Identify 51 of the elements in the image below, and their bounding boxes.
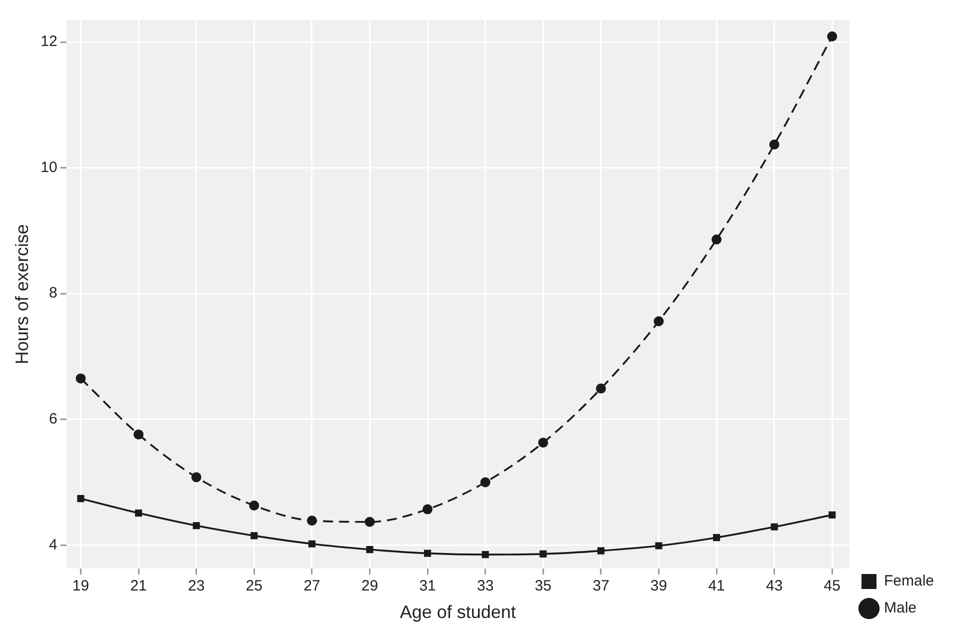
legend-label: Female — [884, 572, 934, 590]
point — [306, 516, 317, 526]
point — [540, 550, 547, 558]
point — [596, 384, 606, 394]
point — [654, 316, 664, 326]
point — [249, 500, 260, 511]
point — [191, 472, 202, 482]
point — [482, 551, 489, 558]
legend-label: Male — [884, 600, 916, 617]
x-tick-label: 39 — [650, 578, 668, 595]
point — [134, 429, 144, 440]
x-tick-label: 37 — [592, 578, 610, 595]
x-tick-label: 27 — [304, 578, 320, 595]
y-tick-label: 6 — [48, 410, 58, 428]
x-tick-label: 45 — [824, 578, 840, 595]
x-tick-label: 29 — [361, 578, 378, 595]
point — [76, 373, 86, 384]
point — [250, 532, 258, 540]
point — [827, 31, 838, 42]
point — [192, 522, 200, 530]
x-tick-label: 43 — [766, 578, 783, 595]
y-axis-title: Hours of exercise — [12, 224, 32, 364]
x-axis-title: Age of student — [400, 602, 516, 622]
x-tick-label: 35 — [534, 578, 552, 595]
point — [422, 504, 433, 514]
point — [424, 550, 432, 557]
point — [769, 140, 780, 150]
y-tick-label: 4 — [48, 536, 58, 554]
point — [480, 477, 490, 488]
point — [364, 516, 375, 527]
x-tick-label: 31 — [419, 578, 436, 595]
point — [770, 523, 778, 530]
point — [538, 438, 548, 448]
point — [828, 511, 836, 518]
x-tick-label: 33 — [476, 578, 494, 595]
y-tick-label: 10 — [40, 158, 58, 176]
point — [366, 546, 374, 554]
x-tick-label: 25 — [246, 578, 262, 595]
x-tick-label: 23 — [188, 578, 205, 595]
x-tick-label: 21 — [130, 578, 147, 595]
point — [308, 540, 316, 548]
y-tick-label: 12 — [40, 33, 58, 50]
x-tick-label: 41 — [708, 578, 725, 595]
point — [713, 534, 720, 542]
point — [712, 234, 722, 244]
point — [597, 547, 604, 554]
point — [655, 542, 662, 550]
point — [135, 510, 142, 517]
point — [77, 495, 84, 502]
y-tick-label: 8 — [48, 284, 58, 302]
x-tick-label: 19 — [72, 578, 90, 595]
